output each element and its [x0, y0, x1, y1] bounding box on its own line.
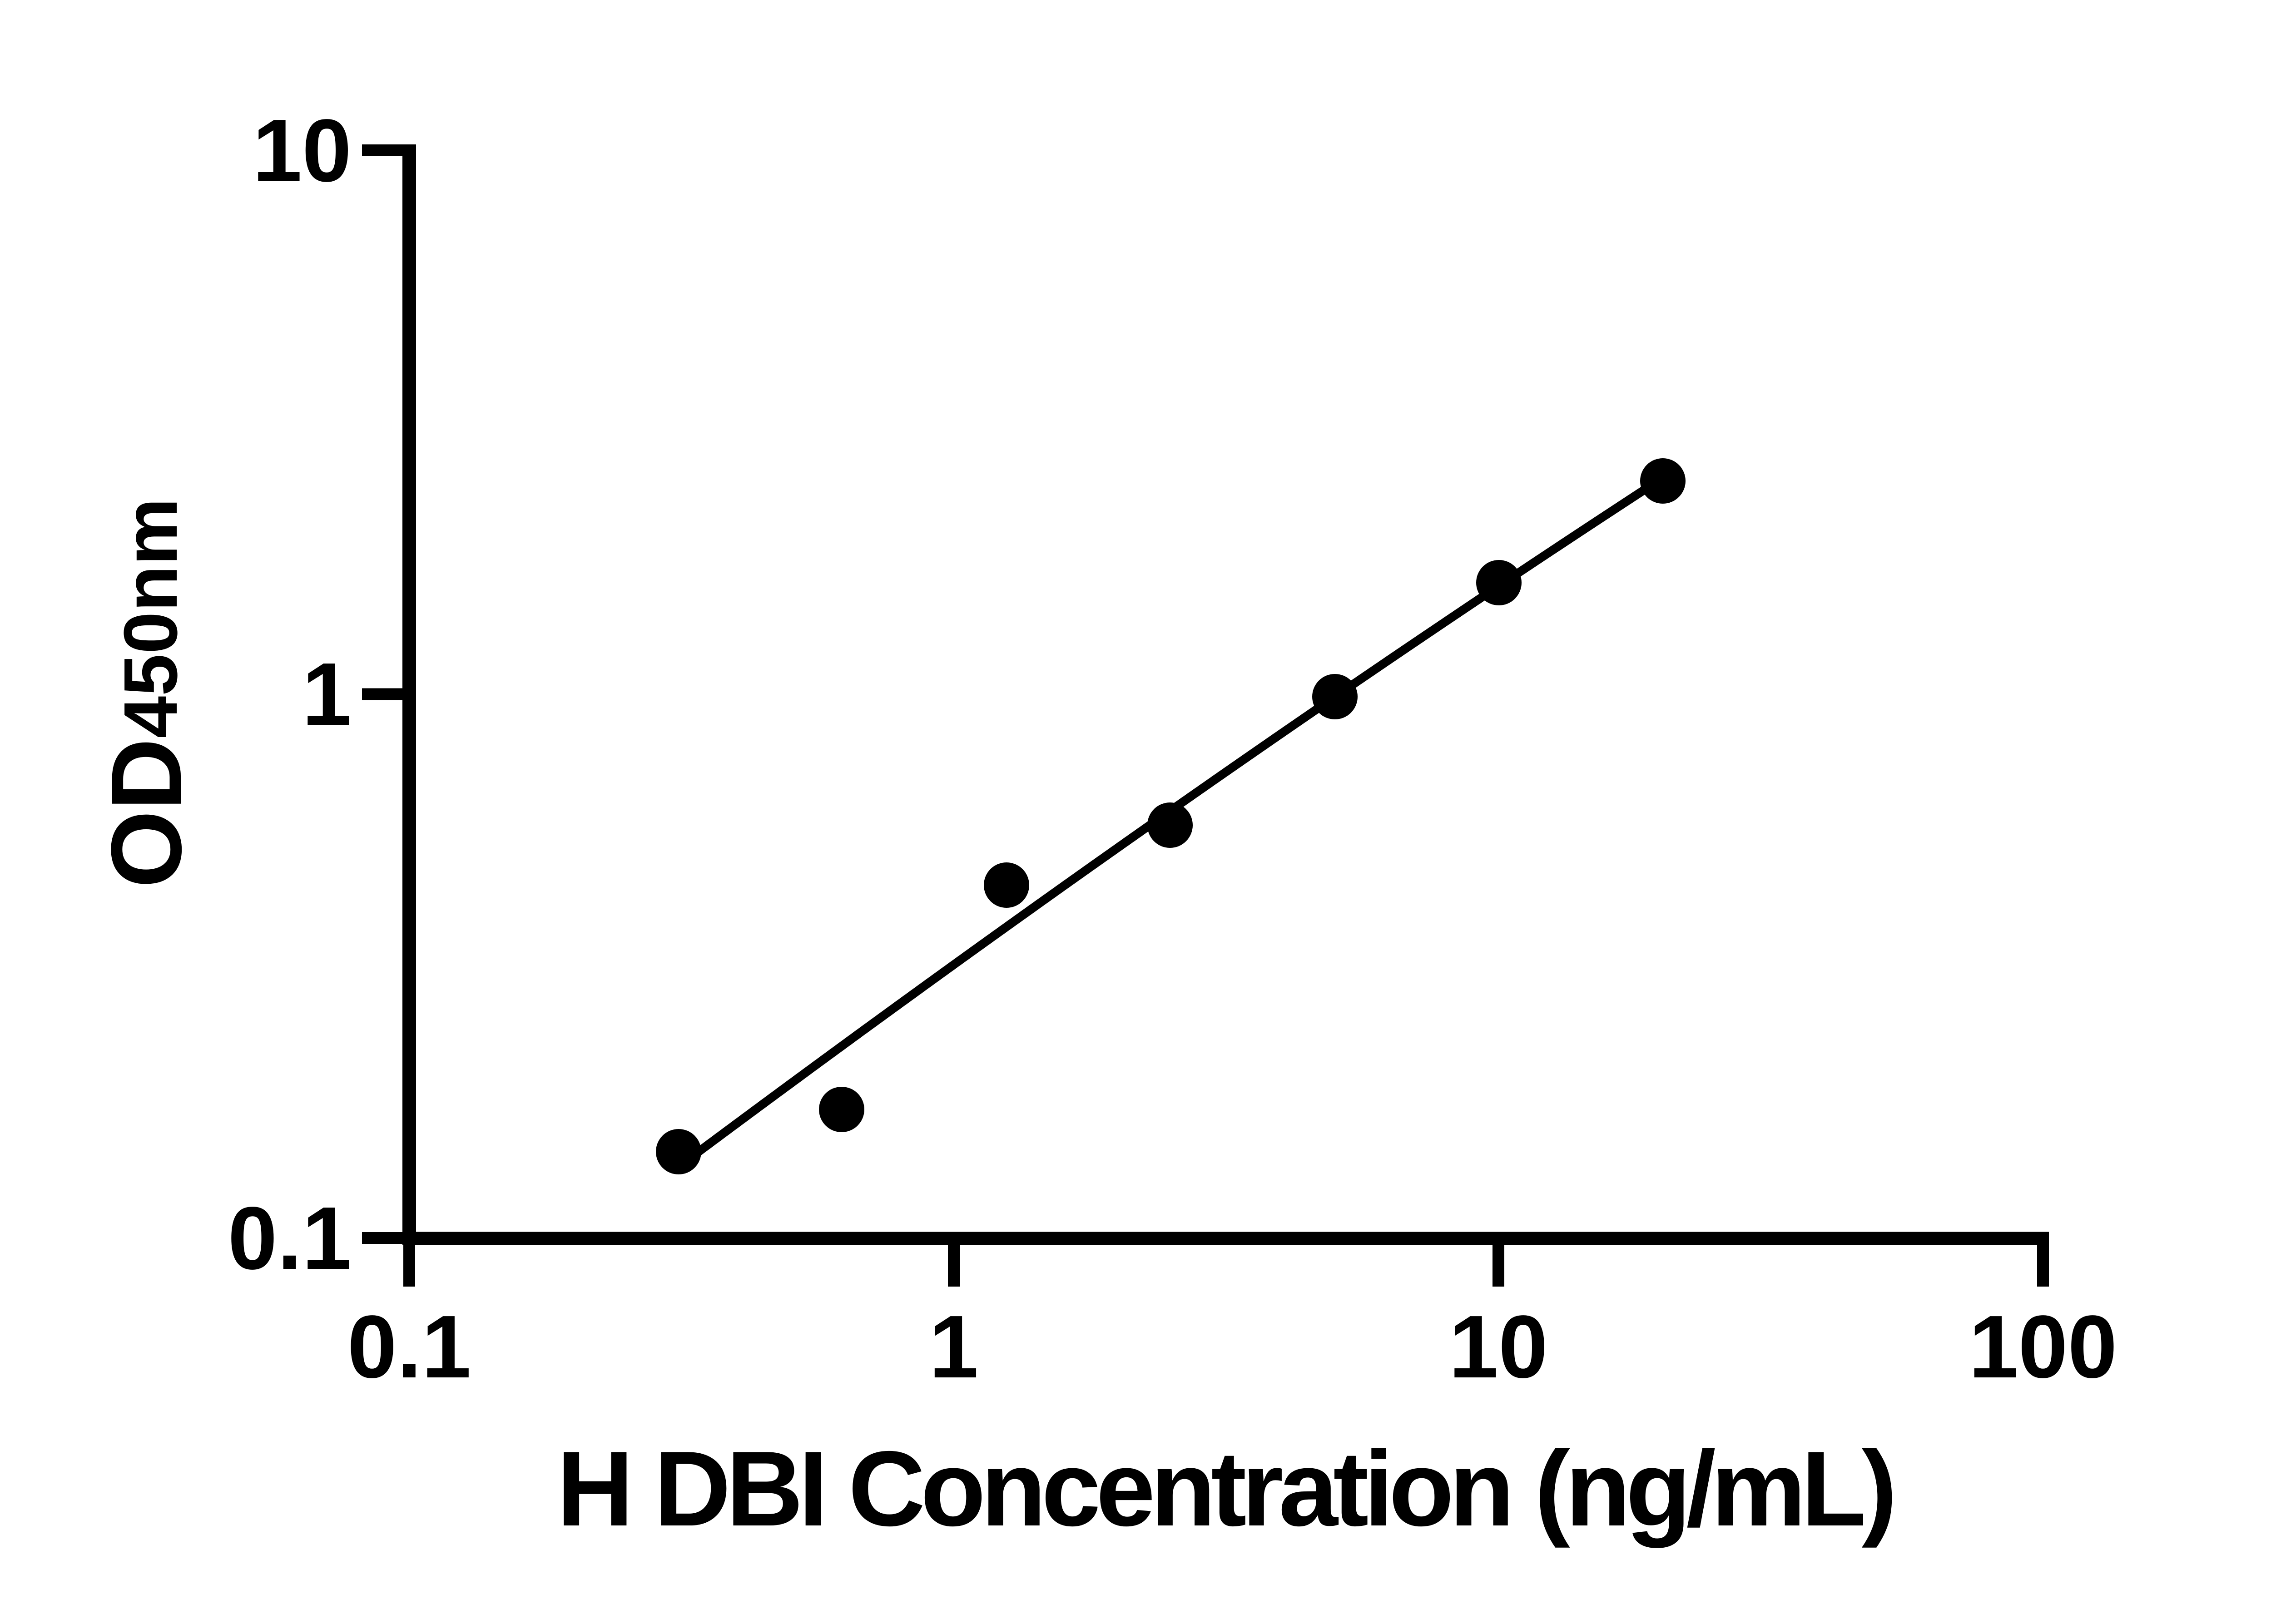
svg-text:1: 1	[929, 1297, 978, 1396]
svg-text:100: 100	[1969, 1297, 2117, 1396]
svg-text:OD450nm: OD450nm	[90, 498, 202, 888]
svg-text:0.1: 0.1	[347, 1297, 471, 1396]
svg-text:0.1: 0.1	[228, 1188, 352, 1288]
svg-text:10: 10	[253, 101, 352, 200]
svg-text:H DBI Concentration (ng/mL): H DBI Concentration (ng/mL)	[557, 1429, 1893, 1548]
svg-text:10: 10	[1449, 1297, 1548, 1396]
svg-text:1: 1	[302, 644, 352, 744]
